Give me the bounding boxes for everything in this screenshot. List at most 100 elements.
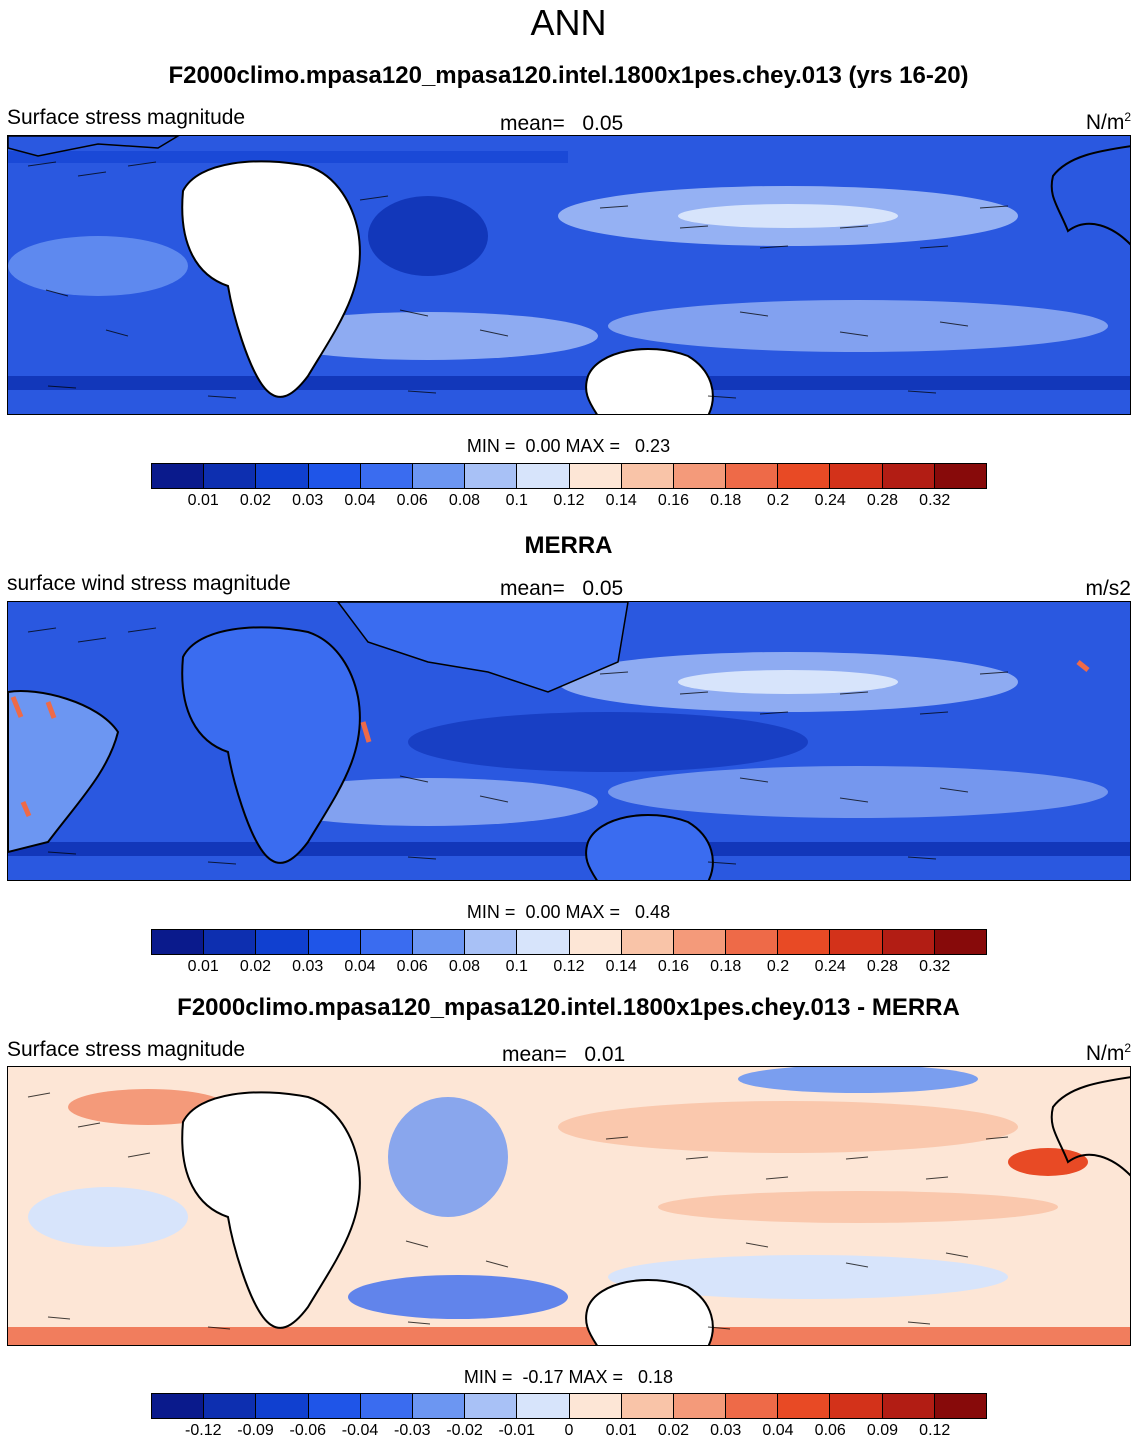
panel3-map-svg bbox=[8, 1067, 1130, 1345]
colorbar-tick-label: 0.01 bbox=[187, 958, 219, 975]
colorbar-box bbox=[673, 464, 727, 488]
colorbar-tick-label: 0.12 bbox=[553, 958, 585, 975]
colorbar-box bbox=[569, 1394, 622, 1418]
colorbar-box bbox=[465, 1394, 518, 1418]
colorbar-box bbox=[412, 930, 466, 954]
colorbar-box bbox=[934, 1394, 986, 1418]
colorbar-box bbox=[256, 1394, 309, 1418]
panel1-minmax: MIN = 0.00 MAX = 0.23 bbox=[0, 436, 1137, 457]
panel2-map-svg bbox=[8, 602, 1130, 880]
panel2-mean: mean= 0.05 bbox=[500, 577, 623, 601]
colorbar-box bbox=[778, 1394, 831, 1418]
panel3-colorbar-ticks: -0.12 -0.09 -0.06 -0.04 -0.03 -0.02 -0.01 0 0.01… bbox=[0, 1422, 1137, 1444]
panel2-max-label: MAX = bbox=[565, 902, 621, 922]
panel3-min-label: MIN = bbox=[463, 1367, 513, 1387]
colorbar-box bbox=[152, 930, 205, 954]
colorbar-tick-label: 0.24 bbox=[814, 492, 846, 509]
panel3-title: F2000climo.mpasa120_mpasa120.intel.1800x… bbox=[177, 994, 960, 1021]
panel1-map-svg bbox=[8, 136, 1130, 414]
colorbar-tick-label: 0.01 bbox=[605, 1422, 637, 1439]
colorbar-tick-label: 0.14 bbox=[605, 958, 637, 975]
colorbar-tick-label: -0.03 bbox=[394, 1422, 431, 1439]
panel1-title: F2000climo.mpasa120_mpasa120.intel.1800x… bbox=[168, 62, 969, 89]
panel2-title: MERRA bbox=[524, 532, 613, 559]
colorbar-box bbox=[308, 930, 361, 954]
colorbar-box bbox=[569, 930, 622, 954]
colorbar-box bbox=[517, 1394, 570, 1418]
colorbar-box bbox=[778, 464, 831, 488]
colorbar-box bbox=[204, 930, 257, 954]
panel2-mean-value: 0.05 bbox=[582, 577, 624, 600]
colorbar-box bbox=[621, 464, 674, 488]
colorbar-tick-label: 0.06 bbox=[814, 1422, 846, 1439]
colorbar-box bbox=[517, 930, 570, 954]
panel1-map bbox=[7, 135, 1131, 415]
colorbar-box bbox=[256, 930, 309, 954]
colorbar-tick-label: 0.32 bbox=[919, 958, 951, 975]
panel2-units-base: m/s2 bbox=[1085, 577, 1131, 600]
colorbar-tick-label: -0.09 bbox=[237, 1422, 274, 1439]
panel1-min-value: 0.00 bbox=[525, 436, 561, 456]
colorbar-box bbox=[830, 1394, 883, 1418]
panel3-min-value: -0.17 bbox=[522, 1367, 564, 1387]
panel1-mean: mean= 0.05 bbox=[500, 112, 623, 136]
colorbar-box bbox=[308, 1394, 361, 1418]
colorbar-tick-label: 0.16 bbox=[657, 492, 690, 509]
colorbar-box bbox=[726, 464, 779, 488]
panel3-colorbar bbox=[151, 1393, 987, 1419]
colorbar-tick-label: 0.2 bbox=[766, 492, 790, 509]
colorbar-tick-label: 0.24 bbox=[814, 958, 846, 975]
colorbar-tick-label: 0.06 bbox=[396, 958, 428, 975]
colorbar-box bbox=[412, 1394, 466, 1418]
colorbar-tick-label: 0.18 bbox=[710, 492, 742, 509]
colorbar-tick-label: 0.04 bbox=[344, 958, 376, 975]
colorbar-box bbox=[465, 464, 518, 488]
colorbar-tick-label: 0.2 bbox=[766, 958, 790, 975]
colorbar-box bbox=[256, 464, 309, 488]
colorbar-tick-label: 0.04 bbox=[344, 492, 376, 509]
panel3-units-base: N/m bbox=[1085, 1042, 1125, 1065]
panel3-minmax: MIN = -0.17 MAX = 0.18 bbox=[0, 1367, 1137, 1388]
colorbar-tick-label: 0.02 bbox=[239, 958, 272, 975]
panel1-units-base: N/m bbox=[1085, 111, 1125, 134]
colorbar-tick-label: 0.03 bbox=[292, 492, 324, 509]
colorbar-box bbox=[830, 464, 883, 488]
colorbar-box bbox=[360, 1394, 413, 1418]
colorbar-box bbox=[308, 464, 361, 488]
colorbar-box bbox=[152, 464, 205, 488]
panel1-max-label: MAX = bbox=[565, 436, 621, 456]
panel2-min-label: MIN = bbox=[466, 902, 516, 922]
panel3-mean: mean= 0.01 bbox=[502, 1043, 625, 1067]
colorbar-tick-label: 0.03 bbox=[292, 958, 324, 975]
panel2-minmax: MIN = 0.00 MAX = 0.48 bbox=[0, 902, 1137, 923]
panel2-max-value: 0.48 bbox=[635, 902, 671, 922]
colorbar-box bbox=[360, 930, 413, 954]
colorbar-box bbox=[934, 464, 986, 488]
colorbar-tick-label: 0.1 bbox=[505, 492, 528, 509]
panel2-min-value: 0.00 bbox=[525, 902, 561, 922]
colorbar-tick-label: -0.02 bbox=[446, 1422, 483, 1439]
colorbar-box bbox=[204, 464, 257, 488]
panel1-min-label: MIN = bbox=[466, 436, 516, 456]
colorbar-tick-label: 0.12 bbox=[919, 1422, 951, 1439]
colorbar-tick-label: 0.06 bbox=[396, 492, 428, 509]
colorbar-tick-label: 0.03 bbox=[710, 1422, 742, 1439]
panel3-variable-label: Surface stress magnitude bbox=[7, 1038, 246, 1061]
panel3-mean-label: mean= bbox=[502, 1043, 567, 1066]
colorbar-tick-label: 0.08 bbox=[448, 958, 481, 975]
colorbar-box bbox=[621, 930, 674, 954]
panel3-units: N/m2 bbox=[1086, 1041, 1131, 1066]
panel1-colorbar bbox=[151, 463, 987, 489]
colorbar-tick-label: -0.04 bbox=[341, 1422, 379, 1439]
colorbar-box bbox=[882, 930, 935, 954]
colorbar-tick-label: 0.12 bbox=[553, 492, 585, 509]
panel1-mean-value: 0.05 bbox=[582, 112, 624, 135]
colorbar-tick-label: 0.18 bbox=[710, 958, 742, 975]
panel1-units: N/m2 bbox=[1086, 110, 1131, 135]
panel2-colorbar-ticks: 0.01 0.02 0.03 0.04 0.06 0.08 0.1 0.12 0.14 0.16 0… bbox=[0, 958, 1137, 980]
colorbar-box bbox=[934, 930, 986, 954]
colorbar-box bbox=[412, 464, 466, 488]
colorbar-tick-label: 0.02 bbox=[239, 492, 272, 509]
colorbar-box bbox=[517, 464, 570, 488]
colorbar-box bbox=[726, 930, 779, 954]
